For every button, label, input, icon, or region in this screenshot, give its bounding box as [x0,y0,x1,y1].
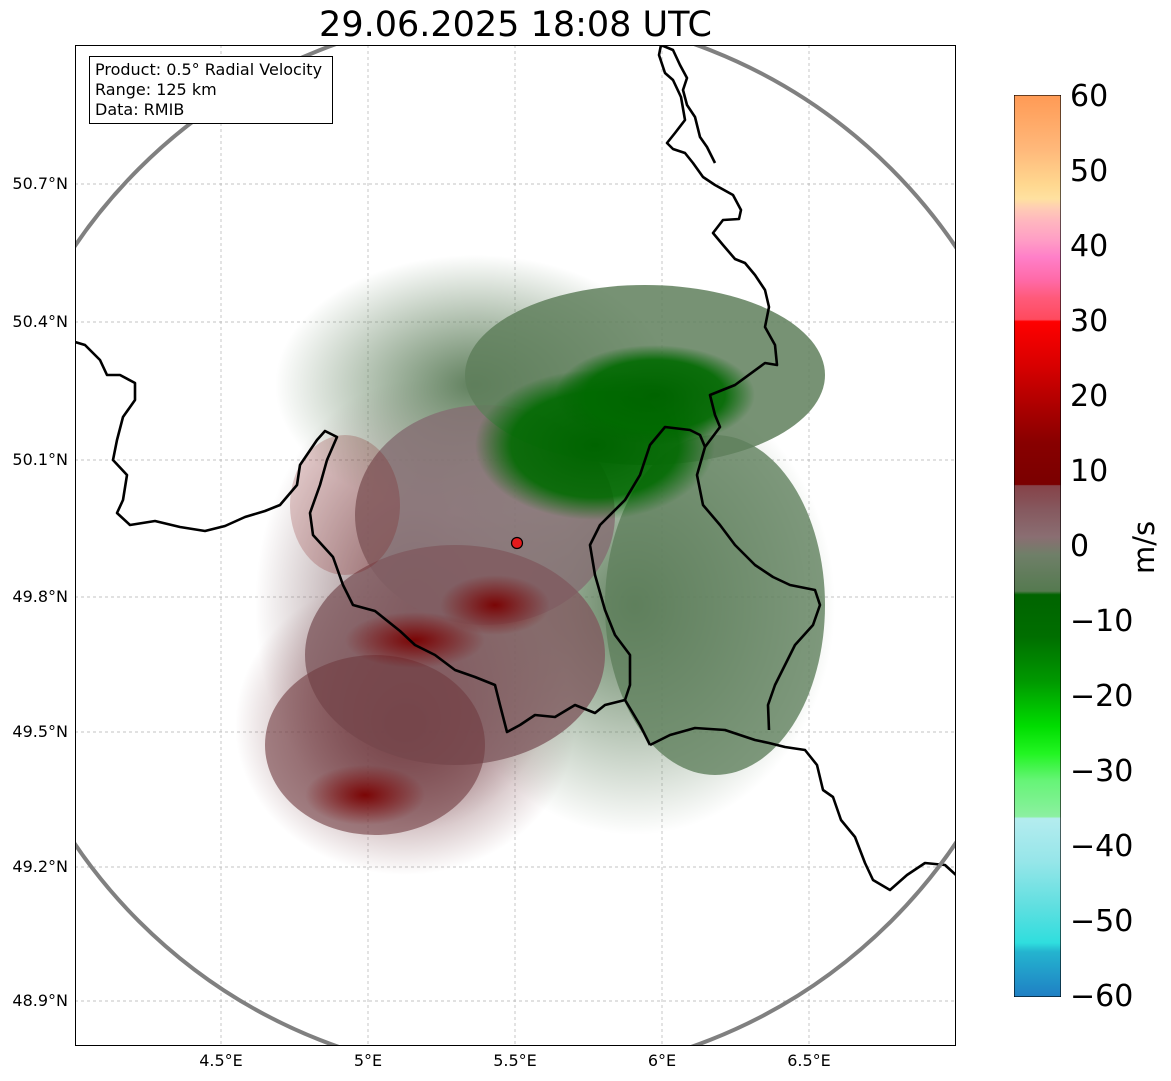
radar-map-canvas[interactable] [75,45,956,1046]
colorbar-tick-40: 40 [1070,229,1109,264]
colorbar-tick-m50: −50 [1070,904,1134,939]
country-borders [75,45,956,892]
colorbar-tick-60: 60 [1070,79,1109,114]
colorbar-tick-m20: −20 [1070,679,1134,714]
product-line: Product: 0.5° Radial Velocity [95,60,323,79]
velocity-echo-field [235,255,835,875]
velocity-colorbar [1014,95,1061,997]
lat-label-49-8: 49.8°N [12,587,68,606]
data-source-line: Data: RMIB [95,100,185,119]
lat-label-49-5: 49.5°N [12,722,68,741]
radar-site-marker [510,536,524,550]
range-line: Range: 125 km [95,80,217,99]
lat-label-50-4: 50.4°N [12,312,68,331]
colorbar-unit-label: m/s [1127,520,1161,574]
colorbar-tick-m40: −40 [1070,829,1134,864]
lat-label-49-2: 49.2°N [12,857,68,876]
lon-label-5: 5°E [353,1051,383,1070]
lat-label-50-7: 50.7°N [12,174,68,193]
lon-label-4-5: 4.5°E [199,1051,243,1070]
colorbar-tick-50: 50 [1070,154,1109,189]
colorbar-tick-20: 20 [1070,379,1109,414]
map-title: 29.06.2025 18:08 UTC [319,5,712,45]
colorbar-tick-10: 10 [1070,454,1109,489]
radar-map[interactable] [75,45,956,1046]
lat-label-50-1: 50.1°N [12,450,68,469]
product-info-box: Product: 0.5° Radial Velocity Range: 125… [89,56,333,124]
lon-label-5-5: 5.5°E [493,1051,537,1070]
lat-label-48-9: 48.9°N [12,991,68,1010]
colorbar-tick-m60: −60 [1070,979,1134,1014]
colorbar-tick-m30: −30 [1070,754,1134,789]
colorbar-tick-30: 30 [1070,304,1109,339]
colorbar-tick-m10: −10 [1070,604,1134,639]
lon-label-6-5: 6.5°E [787,1051,831,1070]
map-border [75,45,956,1046]
colorbar-tick-0: 0 [1070,529,1090,564]
lon-label-6: 6°E [647,1051,677,1070]
